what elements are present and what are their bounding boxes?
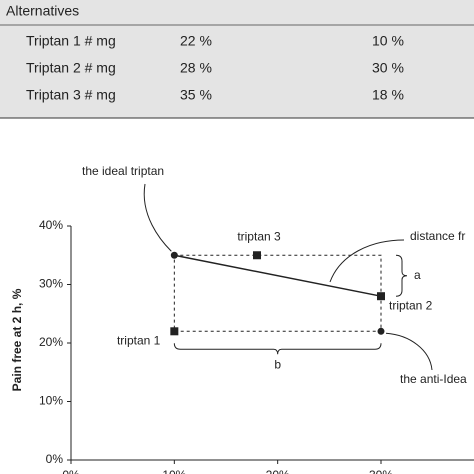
cell: 30 % xyxy=(372,60,404,76)
point-label: triptan 3 xyxy=(237,229,281,243)
x-tick-label: 30% xyxy=(369,468,393,474)
cell: Triptan 1 # mg xyxy=(26,33,116,49)
brace xyxy=(395,254,408,297)
brace xyxy=(173,343,382,355)
y-tick-label: 20% xyxy=(39,335,63,349)
y-tick-label: 0% xyxy=(46,452,64,466)
arrow xyxy=(385,332,433,371)
point xyxy=(253,251,261,260)
cell: 35 % xyxy=(180,87,212,103)
y-tick-label: 10% xyxy=(39,394,63,408)
point-label: triptan 2 xyxy=(389,298,433,312)
annotation: the ideal triptan xyxy=(82,164,164,178)
annotation: the anti-Idea xyxy=(400,372,467,386)
cell: 22 % xyxy=(180,33,212,49)
distance-line xyxy=(174,254,382,297)
cell: 10 % xyxy=(372,33,404,49)
y-tick-label: 40% xyxy=(39,218,63,232)
range-frame xyxy=(173,254,382,332)
table: Alternatives Triptan 1 # mg 22 % 10 % Tr… xyxy=(0,0,474,119)
cell: Triptan 3 # mg xyxy=(26,87,116,103)
reference-point xyxy=(377,327,385,335)
arrow xyxy=(143,183,172,252)
cell: 28 % xyxy=(180,60,212,76)
x-tick-label: 0% xyxy=(62,468,80,474)
cell: 18 % xyxy=(372,87,404,103)
arrow xyxy=(329,239,405,283)
table-bg xyxy=(0,0,474,118)
point xyxy=(170,327,179,336)
y-axis-label: Pain free at 2 h, % xyxy=(10,288,24,391)
annotation: b xyxy=(274,357,281,371)
cell: Triptan 2 # mg xyxy=(26,60,116,76)
point-label: triptan 1 xyxy=(117,333,161,347)
table-header: Alternatives xyxy=(6,3,79,19)
y-tick-label: 30% xyxy=(39,277,63,291)
annotation: a xyxy=(414,268,421,282)
x-tick-label: 20% xyxy=(266,468,290,474)
annotation: distance fr xyxy=(410,229,465,243)
reference-point xyxy=(170,251,178,259)
x-tick-label: 10% xyxy=(162,468,186,474)
point xyxy=(377,292,385,301)
